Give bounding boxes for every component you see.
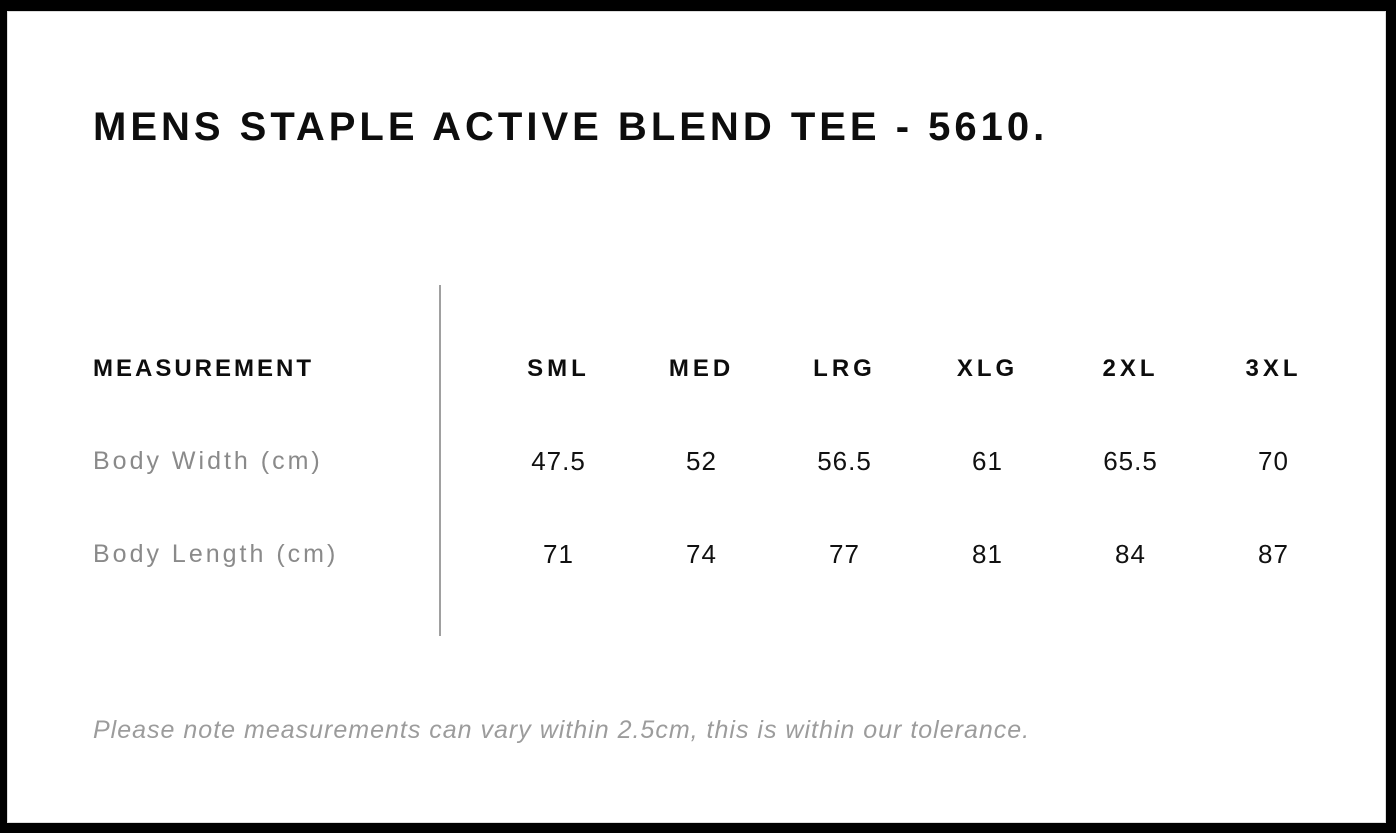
size-header-sml: SML: [527, 354, 590, 382]
table-vertical-divider: [439, 285, 441, 636]
body-width-sml: 47.5: [531, 446, 586, 476]
tolerance-note: Please note measurements can vary within…: [93, 716, 1031, 744]
table-header-row: MEASUREMENT SML MED LRG XLG 2XL 3XL: [93, 322, 1345, 415]
body-length-lrg: 77: [829, 539, 860, 569]
row-label: Body Width (cm): [93, 447, 323, 475]
table-row-body-width: Body Width (cm) 47.5 52 56.5 61 65.5 70: [93, 415, 1345, 508]
body-width-2xl: 65.5: [1103, 446, 1158, 476]
size-chart-table: MEASUREMENT SML MED LRG XLG 2XL 3XL Body…: [93, 285, 1345, 636]
size-header-xlg: XLG: [956, 354, 1019, 382]
table-row-body-length: Body Length (cm) 71 74 77 81 84 87: [93, 508, 1345, 601]
page-title: MENS STAPLE ACTIVE BLEND TEE - 5610.: [93, 105, 1049, 149]
size-header-3xl: 3XL: [1245, 354, 1302, 382]
body-length-med: 74: [686, 539, 717, 569]
body-length-2xl: 84: [1115, 539, 1146, 569]
body-length-xlg: 81: [972, 539, 1003, 569]
body-width-lrg: 56.5: [817, 446, 872, 476]
body-width-med: 52: [686, 446, 717, 476]
size-header-2xl: 2XL: [1102, 354, 1159, 382]
body-length-sml: 71: [543, 539, 574, 569]
size-header-lrg: LRG: [813, 354, 876, 382]
body-length-3xl: 87: [1258, 539, 1289, 569]
size-guide-panel: MENS STAPLE ACTIVE BLEND TEE - 5610. MEA…: [7, 11, 1386, 823]
measurement-column-header: MEASUREMENT: [93, 354, 315, 382]
body-width-3xl: 70: [1258, 446, 1289, 476]
body-width-xlg: 61: [972, 446, 1003, 476]
size-header-med: MED: [668, 354, 735, 382]
row-label: Body Length (cm): [93, 540, 339, 568]
